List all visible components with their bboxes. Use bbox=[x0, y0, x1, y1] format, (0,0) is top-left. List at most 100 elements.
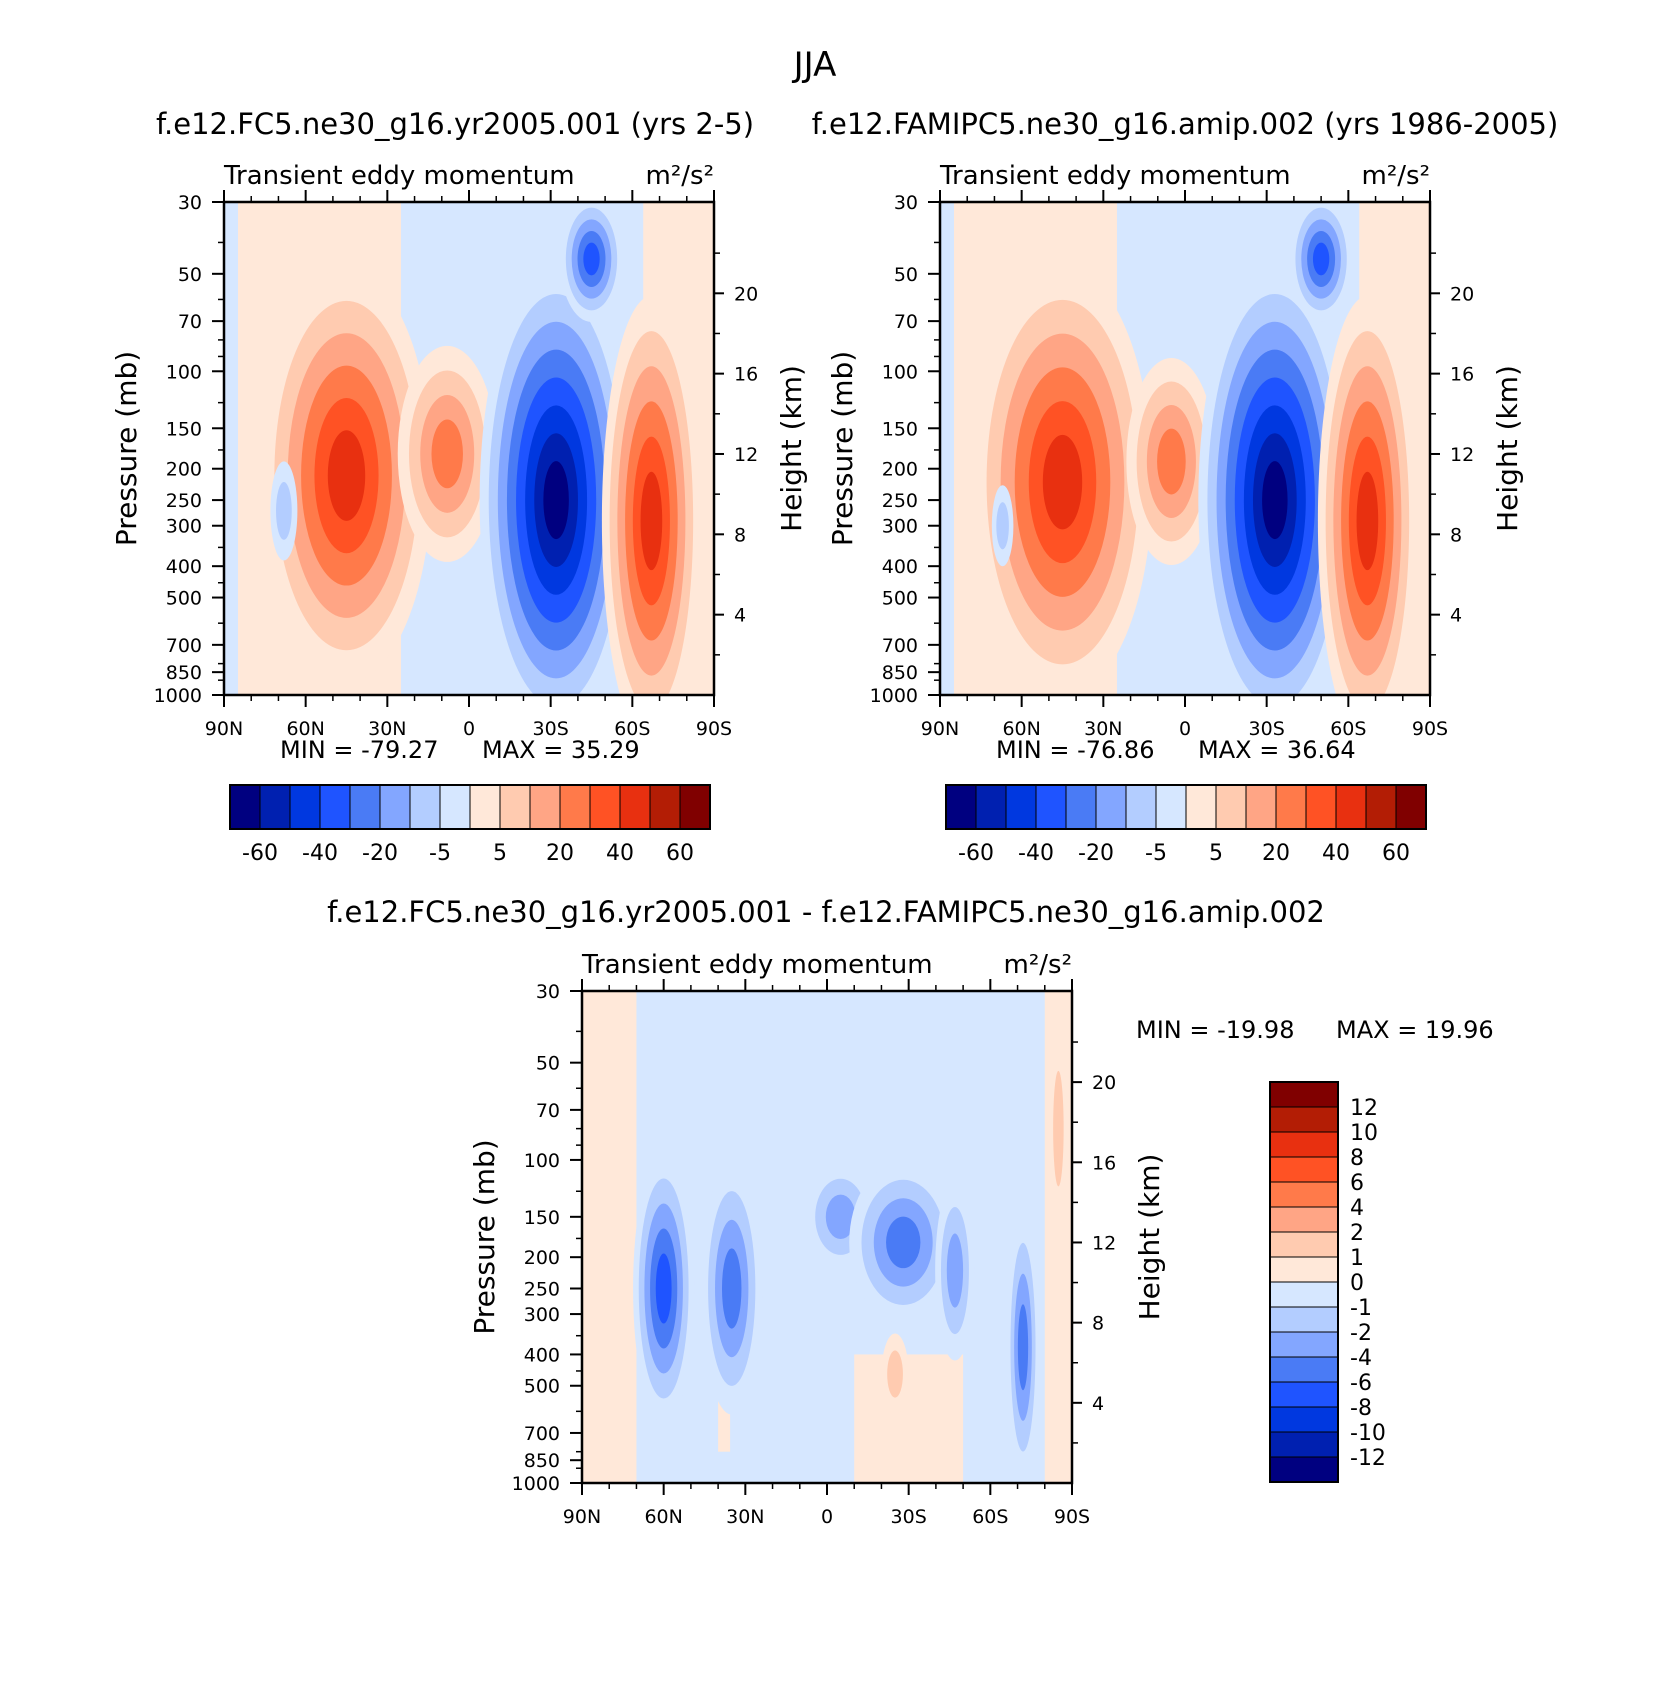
y-tick-label: 400 bbox=[166, 556, 202, 578]
contour-level bbox=[1053, 1070, 1064, 1187]
colorbar-swatch bbox=[1269, 1331, 1339, 1358]
panel-subtitle-right: m²/s² bbox=[1004, 950, 1072, 980]
y-tick-label: 1000 bbox=[870, 685, 918, 707]
colorbar-label: -60 bbox=[242, 841, 278, 866]
x-tick-label: 30S bbox=[1249, 718, 1285, 740]
y-tick-label: 1000 bbox=[154, 685, 202, 707]
colorbar-swatch bbox=[679, 784, 711, 830]
y-tick-label: 300 bbox=[524, 1304, 560, 1326]
colorbar-label: -8 bbox=[1350, 1396, 1372, 1421]
x-tick-label: 90S bbox=[1054, 1506, 1090, 1528]
x-tick-label: 60N bbox=[644, 1506, 682, 1528]
contour-panel-1: f.e12.FC5.ne30_g16.yr2005.001 (yrs 2-5) T… bbox=[110, 107, 808, 866]
height-tick-label: 16 bbox=[734, 364, 758, 386]
panel-subtitle-left: Transient eddy momentum bbox=[939, 161, 1291, 191]
y-tick-label: 300 bbox=[166, 516, 202, 538]
colorbar-label: -40 bbox=[1018, 841, 1054, 866]
y-tick-label: 1000 bbox=[512, 1473, 560, 1495]
colorbar-label: -5 bbox=[429, 841, 451, 866]
height-axis-label: Height (km) bbox=[1491, 365, 1524, 532]
contour-level bbox=[1312, 242, 1330, 276]
height-tick-label: 8 bbox=[734, 524, 746, 546]
y-tick-label: 100 bbox=[166, 361, 202, 383]
y-tick-label: 70 bbox=[536, 1100, 560, 1122]
colorbar-label: 0 bbox=[1350, 1271, 1364, 1296]
colorbar-swatch bbox=[1125, 784, 1157, 830]
contour-level bbox=[825, 1194, 856, 1240]
colorbar-swatch bbox=[1269, 1131, 1339, 1158]
contour-level bbox=[1042, 434, 1083, 530]
colorbar-swatch bbox=[1269, 1406, 1339, 1433]
colorbar-swatch bbox=[1005, 784, 1037, 830]
x-tick-label: 90N bbox=[921, 718, 959, 740]
height-tick-label: 4 bbox=[1450, 605, 1462, 627]
height-axis-label: Height (km) bbox=[775, 365, 808, 532]
colorbar-frame bbox=[229, 784, 711, 830]
panel-subtitle-left: Transient eddy momentum bbox=[223, 161, 575, 191]
colorbar-label: -6 bbox=[1350, 1371, 1372, 1396]
y-tick-label: 250 bbox=[524, 1278, 560, 1300]
panel-title: f.e12.FAMIPC5.ne30_g16.amip.002 (yrs 198… bbox=[812, 107, 1559, 141]
colorbar-label: -12 bbox=[1350, 1446, 1386, 1471]
colorbar-label: 2 bbox=[1350, 1221, 1364, 1246]
y-tick-label: 400 bbox=[882, 556, 918, 578]
max-label: MAX = 36.64 bbox=[1198, 736, 1356, 764]
y-tick-label: 500 bbox=[166, 588, 202, 610]
colorbar-swatch bbox=[649, 784, 681, 830]
colorbar-swatch bbox=[469, 784, 501, 830]
y-tick-label: 700 bbox=[166, 635, 202, 657]
height-tick-label: 8 bbox=[1450, 524, 1462, 546]
contour-level bbox=[327, 430, 366, 521]
x-tick-label: 30S bbox=[891, 1506, 927, 1528]
colorbar-swatch bbox=[1215, 784, 1247, 830]
min-label: MIN = -76.86 bbox=[996, 736, 1154, 764]
contour-level bbox=[1017, 1304, 1029, 1391]
panel-subtitle-right: m²/s² bbox=[646, 161, 714, 191]
contour-level bbox=[543, 461, 569, 540]
y-tick-label: 150 bbox=[882, 418, 918, 440]
y-tick-label: 70 bbox=[178, 311, 202, 333]
y-axis-label: Pressure (mb) bbox=[468, 1139, 501, 1334]
field-band-positive bbox=[854, 1354, 964, 1483]
y-tick-label: 400 bbox=[524, 1344, 560, 1366]
contour-level bbox=[431, 419, 463, 489]
colorbar-label: 4 bbox=[1350, 1196, 1364, 1221]
y-tick-label: 100 bbox=[882, 361, 918, 383]
colorbar-label: 12 bbox=[1350, 1096, 1378, 1121]
colorbar-swatch bbox=[349, 784, 381, 830]
colorbar-label: 60 bbox=[666, 841, 694, 866]
contour-level bbox=[1262, 461, 1288, 540]
x-tick-label: 60S bbox=[1330, 718, 1366, 740]
panel-field bbox=[940, 202, 1430, 695]
colorbar-swatch bbox=[1269, 1431, 1339, 1458]
colorbar-swatch bbox=[1269, 1281, 1339, 1308]
min-label: MIN = -79.27 bbox=[280, 736, 438, 764]
panel-title: f.e12.FC5.ne30_g16.yr2005.001 - f.e12.FA… bbox=[327, 895, 1325, 929]
y-tick-label: 150 bbox=[166, 418, 202, 440]
colorbar-swatch bbox=[1269, 1356, 1339, 1383]
contour-level bbox=[721, 1248, 742, 1329]
y-tick-label: 250 bbox=[166, 490, 202, 512]
colorbar-label: 20 bbox=[1262, 841, 1290, 866]
colorbar-label: -10 bbox=[1350, 1421, 1386, 1446]
colorbar-swatch bbox=[1269, 1231, 1339, 1258]
x-tick-label: 60S bbox=[972, 1506, 1008, 1528]
contour-level bbox=[640, 471, 663, 571]
y-tick-label: 100 bbox=[524, 1150, 560, 1172]
colorbar-label: -20 bbox=[362, 841, 398, 866]
y-tick-label: 150 bbox=[524, 1207, 560, 1229]
colorbar-label: 5 bbox=[1209, 841, 1223, 866]
panel-field bbox=[224, 202, 714, 695]
height-tick-label: 4 bbox=[734, 605, 746, 627]
contour-level bbox=[946, 1233, 964, 1308]
x-tick-label: 30N bbox=[1084, 718, 1122, 740]
colorbar-swatch bbox=[1305, 784, 1337, 830]
contour-level bbox=[886, 1216, 921, 1269]
colorbar-label: -2 bbox=[1350, 1321, 1372, 1346]
y-tick-label: 850 bbox=[166, 662, 202, 684]
y-tick-label: 200 bbox=[524, 1247, 560, 1269]
colorbar-label: 6 bbox=[1350, 1171, 1364, 1196]
height-tick-label: 20 bbox=[1092, 1072, 1116, 1094]
height-tick-label: 16 bbox=[1092, 1152, 1116, 1174]
y-tick-label: 250 bbox=[882, 490, 918, 512]
